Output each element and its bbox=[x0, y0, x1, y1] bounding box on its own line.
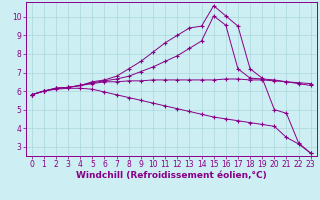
X-axis label: Windchill (Refroidissement éolien,°C): Windchill (Refroidissement éolien,°C) bbox=[76, 171, 267, 180]
